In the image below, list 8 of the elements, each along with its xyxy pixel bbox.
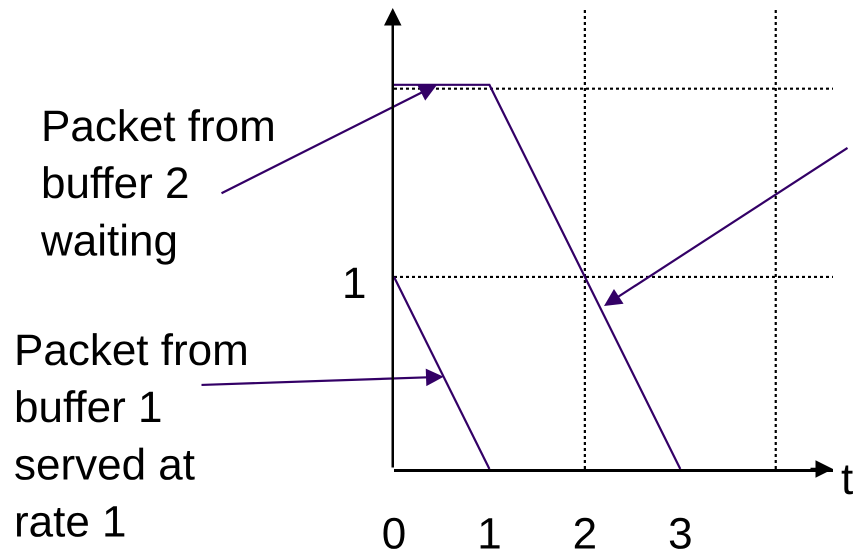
annotation: Packet from buffer 1 served at rate 1 xyxy=(14,326,249,547)
x-tick-label: 0 xyxy=(382,510,406,551)
x-tick-label: 3 xyxy=(668,510,693,551)
x-tick-label: 2 xyxy=(572,510,598,551)
x-tick-label: 1 xyxy=(477,510,502,551)
x-axis-title: t xyxy=(841,455,854,504)
annotation: Packet from buffer 2 waiting xyxy=(40,102,276,266)
text: 1 xyxy=(342,259,366,308)
